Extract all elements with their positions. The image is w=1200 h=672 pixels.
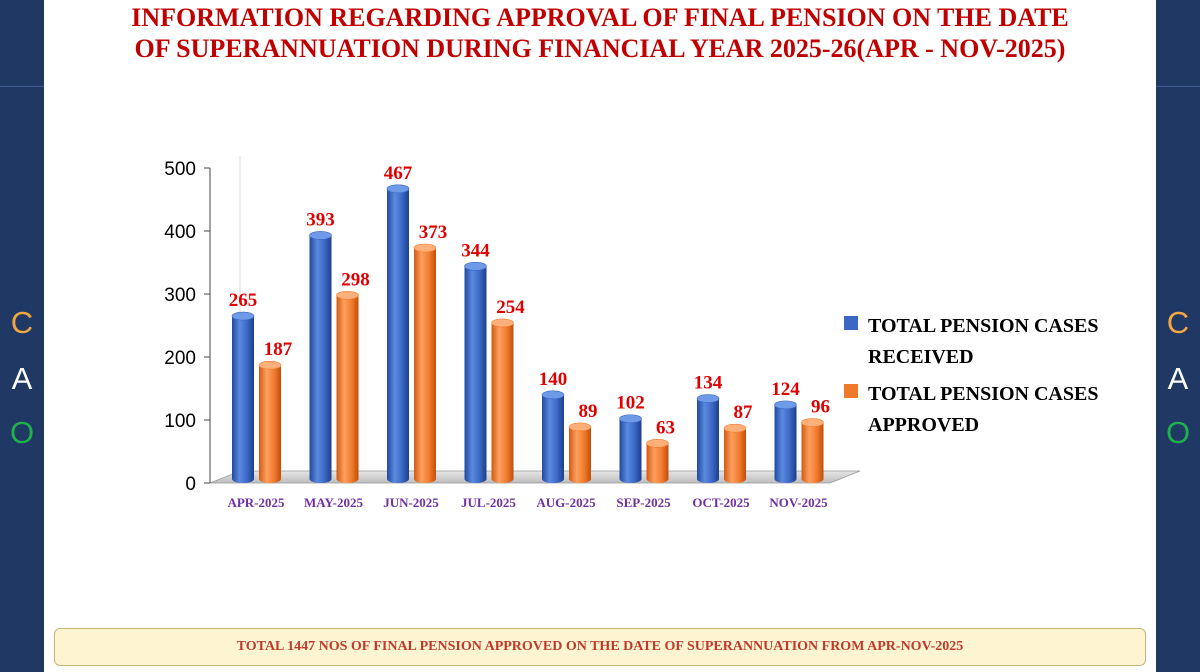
slide-content: INFORMATION REGARDING APPROVAL OF FINAL … — [44, 0, 1156, 672]
bar-top-received — [386, 184, 410, 194]
legend-swatch-approved — [844, 384, 858, 398]
data-label-received: 140 — [539, 369, 568, 390]
side-letter-a-left: A — [11, 361, 33, 396]
data-label-approved: 298 — [341, 269, 370, 290]
pension-bar-chart: 0 100 200 300 400 500 265 187 APR-2025 393 298 MAY… — [164, 156, 1098, 510]
legend-text-line: RECEIVED — [868, 346, 974, 368]
x-category-label: JUN-2025 — [383, 495, 439, 510]
y-tick-label: 0 — [185, 474, 196, 495]
legend-text-line: TOTAL PENSION CASES — [868, 383, 1098, 405]
side-letter-o-left: O — [9, 415, 35, 450]
left-side-band: C A O — [0, 0, 45, 672]
data-label-approved: 96 — [811, 397, 830, 418]
bar-received — [232, 316, 254, 483]
bar-received — [619, 418, 642, 483]
x-category-label: NOV-2025 — [769, 495, 828, 510]
title-line-2: OF SUPERANNUATION DURING FINANCIAL YEAR … — [134, 34, 1066, 63]
data-label-received: 134 — [694, 373, 723, 394]
bar-top-approved — [258, 360, 282, 370]
x-category-label: SEP-2025 — [616, 495, 671, 510]
y-tick-label: 400 — [164, 222, 196, 243]
data-label-received: 467 — [384, 163, 413, 184]
side-letter-c-left: C — [10, 305, 34, 340]
data-label-approved: 254 — [496, 297, 525, 318]
bar-received — [774, 404, 797, 483]
title-line-1: INFORMATION REGARDING APPROVAL OF FINAL … — [131, 3, 1069, 32]
bar-received — [309, 235, 332, 483]
x-category-label: OCT-2025 — [692, 495, 750, 510]
left-band-divider — [0, 86, 44, 87]
bar-top-received — [464, 261, 487, 271]
data-label-approved: 187 — [264, 339, 293, 360]
bar-approved — [646, 443, 669, 483]
footer-summary: TOTAL 1447 NOS OF FINAL PENSION APPROVED… — [54, 628, 1146, 666]
bar-received — [697, 398, 719, 483]
bar-approved — [801, 422, 824, 483]
x-category-label: APR-2025 — [227, 495, 285, 510]
x-category-label: MAY-2025 — [304, 495, 363, 510]
slide-title: INFORMATION REGARDING APPROVAL OF FINAL … — [44, 2, 1156, 64]
data-label-approved: 373 — [419, 222, 448, 243]
chart-labels: 265 187 APR-2025 393 298 MAY-2025 467 373 JUN-20… — [227, 163, 830, 510]
bar-top-approved — [723, 423, 747, 433]
bar-approved — [259, 365, 281, 483]
data-label-received: 393 — [306, 209, 335, 230]
bar-top-received — [774, 400, 797, 410]
right-side-band: C A O — [1155, 0, 1200, 672]
side-letter-a-right: A — [1167, 361, 1189, 396]
chart-floor — [209, 470, 861, 484]
data-label-received: 344 — [461, 240, 490, 261]
data-label-received: 102 — [616, 393, 645, 414]
bar-received — [387, 188, 409, 484]
bar-received — [464, 266, 487, 483]
bar-top-received — [541, 390, 565, 400]
side-letter-c-right: C — [1166, 305, 1190, 340]
bar-top-received — [619, 414, 642, 424]
data-label-approved: 89 — [579, 401, 598, 422]
data-label-received: 265 — [229, 290, 258, 311]
bar-top-approved — [801, 418, 824, 427]
y-tick-label: 100 — [164, 411, 196, 432]
bar-top-approved — [646, 439, 669, 448]
bar-approved — [724, 428, 746, 483]
bar-approved — [569, 426, 591, 483]
y-tick-label: 300 — [164, 285, 196, 306]
bar-top-approved — [336, 290, 359, 300]
bar-top-received — [231, 311, 255, 321]
side-letter-o-right: O — [1165, 415, 1191, 450]
bar-top-approved — [413, 243, 437, 253]
bar-approved — [336, 295, 359, 483]
bar-top-received — [309, 231, 332, 240]
y-tick-label: 500 — [164, 159, 196, 180]
right-band-divider — [1156, 86, 1200, 87]
bar-top-approved — [568, 422, 592, 432]
x-category-label: AUG-2025 — [536, 495, 596, 510]
bar-top-approved — [491, 318, 514, 328]
y-tick-label: 200 — [164, 348, 196, 369]
bar-approved — [491, 322, 514, 483]
data-label-approved: 63 — [656, 417, 675, 438]
bar-top-received — [696, 394, 720, 403]
x-category-label: JUL-2025 — [461, 495, 516, 510]
data-label-received: 124 — [771, 379, 800, 400]
data-label-approved: 87 — [734, 402, 754, 423]
legend-swatch-received — [844, 316, 858, 330]
chart-bars — [231, 184, 824, 484]
legend-text-line: TOTAL PENSION CASES — [868, 315, 1098, 337]
chart-legend: TOTAL PENSION CASES RECEIVED TOTAL PENSION… — [844, 315, 1098, 436]
bar-received — [542, 394, 564, 483]
bar-approved — [414, 248, 436, 483]
legend-text-line: APPROVED — [868, 414, 979, 436]
